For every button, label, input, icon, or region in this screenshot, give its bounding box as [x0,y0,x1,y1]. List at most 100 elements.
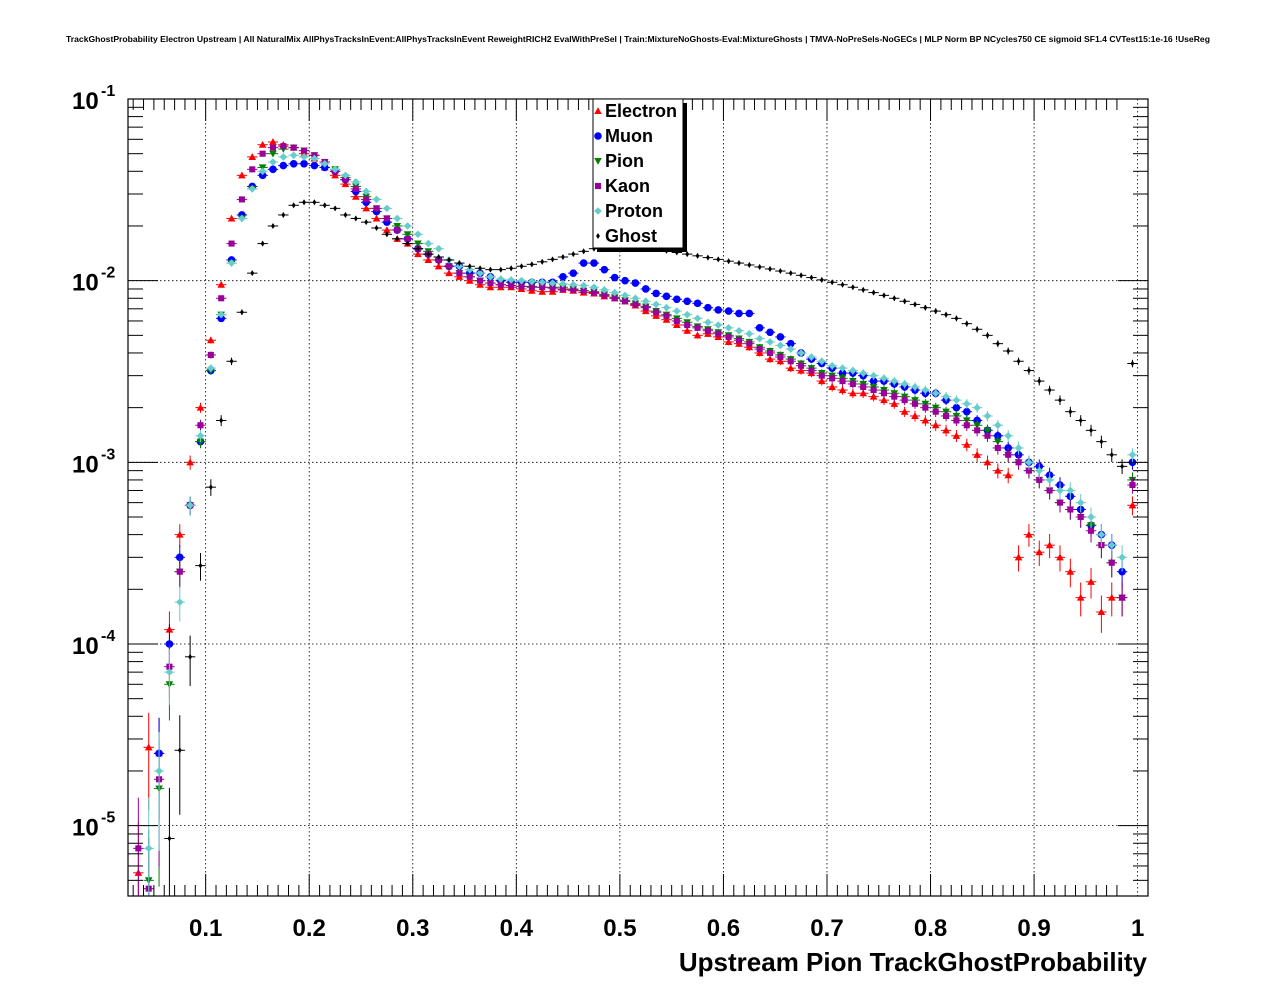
y-tick-base: 10 [72,451,99,478]
legend-label: Muon [605,126,653,146]
data-point [495,281,506,288]
data-point [671,307,683,315]
data-point [899,379,910,389]
data-point [298,199,310,206]
data-point [868,371,879,380]
data-point [360,196,372,203]
data-point [982,429,993,443]
data-point [951,395,962,406]
data-point [267,150,279,158]
data-point [1096,595,1107,633]
data-point [723,258,734,265]
data-point [557,273,569,281]
data-point [702,327,714,334]
data-point [889,295,900,302]
legend-marker [594,132,602,140]
data-point [205,479,217,496]
data-point [733,309,745,318]
data-point [174,586,185,622]
data-point [278,211,289,218]
data-point [412,245,424,252]
data-point [350,215,361,222]
data-point [775,267,786,275]
data-point [174,558,185,588]
data-point [526,277,538,286]
data-point [764,265,776,272]
data-point [133,797,144,896]
legend-marker [594,207,602,215]
data-point [971,326,983,333]
data-point [216,295,227,302]
data-point [754,345,765,353]
y-tick-exponent: -3 [101,446,115,463]
data-point [1075,582,1086,617]
data-point [392,235,403,242]
data-point [847,284,859,291]
data-point [516,263,527,270]
data-point [889,376,900,386]
data-point [423,239,434,248]
data-point [195,419,206,432]
data-point [443,263,455,270]
data-point [775,333,786,341]
data-point [692,299,703,308]
data-point [216,310,227,319]
data-point [1034,376,1045,386]
data-point [1075,493,1086,513]
data-point [1013,441,1024,455]
data-point [692,252,703,259]
data-point [837,376,848,386]
data-point [826,279,838,286]
data-point [381,231,393,238]
data-point [920,402,931,413]
data-point [288,151,299,160]
data-point [412,240,424,248]
data-point [1065,482,1076,500]
data-point [257,171,268,180]
data-point [412,250,424,258]
data-point [682,297,693,306]
data-point [847,388,859,398]
gridlines [128,98,1148,896]
legend-marker [594,182,602,190]
data-point [371,214,382,222]
legend-label: Ghost [605,226,657,246]
data-point [971,424,983,437]
data-point [847,379,859,389]
x-tick-label: 1 [1131,915,1144,942]
data-point [982,332,993,339]
data-point [795,362,807,370]
data-point [288,144,299,151]
data-point [806,366,817,375]
data-point [288,159,299,168]
legend-item-electron: Electron [594,101,677,121]
data-point [371,205,382,212]
series-proton [143,151,1138,896]
x-tick-label: 0.5 [603,915,636,942]
data-point [609,288,620,297]
data-point [184,455,196,470]
data-point [257,240,268,247]
data-point [216,280,227,288]
data-point [537,278,548,287]
legend-label: Electron [605,101,677,121]
data-point [1116,582,1128,617]
data-point [878,374,890,383]
data-point [930,419,941,432]
data-point [992,441,1004,455]
data-point [195,429,206,443]
data-point [381,204,393,213]
data-point [557,280,569,288]
data-point [350,192,361,200]
data-point [1085,507,1097,528]
x-tick-label: 0.9 [1017,915,1050,942]
data-point [174,524,185,547]
data-point [713,330,724,337]
legend-label: Pion [605,151,644,171]
data-point [578,259,589,267]
data-point [329,165,341,174]
data-point [526,284,538,291]
data-point [247,166,258,173]
data-point [1044,533,1055,559]
data-point [1013,357,1024,366]
